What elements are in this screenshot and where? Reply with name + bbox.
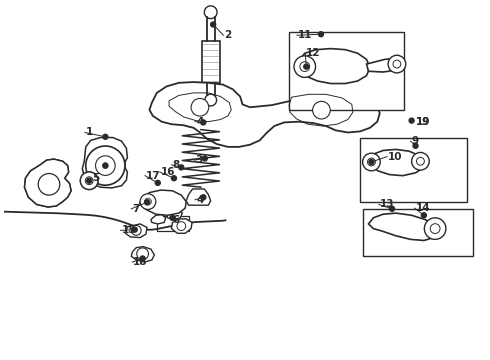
Circle shape xyxy=(140,256,145,261)
Circle shape xyxy=(145,200,149,205)
Circle shape xyxy=(409,118,414,123)
Bar xyxy=(157,216,189,231)
Circle shape xyxy=(211,22,216,27)
Circle shape xyxy=(103,134,108,139)
Circle shape xyxy=(424,218,446,239)
Polygon shape xyxy=(172,219,192,233)
Circle shape xyxy=(413,143,418,148)
Polygon shape xyxy=(167,210,182,220)
Polygon shape xyxy=(24,159,71,207)
Circle shape xyxy=(179,165,184,170)
Circle shape xyxy=(38,174,60,195)
Text: 6: 6 xyxy=(172,215,180,225)
Polygon shape xyxy=(24,159,71,207)
Circle shape xyxy=(201,120,206,125)
Text: 3: 3 xyxy=(195,155,202,165)
Polygon shape xyxy=(367,58,399,72)
Circle shape xyxy=(390,206,394,211)
Circle shape xyxy=(304,64,309,69)
Text: 14: 14 xyxy=(416,203,430,213)
Circle shape xyxy=(87,178,92,183)
Text: 19: 19 xyxy=(416,117,430,127)
Circle shape xyxy=(204,6,217,19)
Circle shape xyxy=(132,227,137,232)
Bar xyxy=(360,138,467,202)
Circle shape xyxy=(38,174,60,195)
Circle shape xyxy=(369,159,374,165)
Polygon shape xyxy=(368,149,424,176)
Text: 15: 15 xyxy=(122,225,136,235)
Polygon shape xyxy=(82,138,127,188)
Circle shape xyxy=(102,163,108,168)
Circle shape xyxy=(145,198,151,205)
Bar xyxy=(202,41,220,83)
Polygon shape xyxy=(299,49,370,84)
Text: 1: 1 xyxy=(86,127,93,138)
Circle shape xyxy=(201,195,206,200)
Circle shape xyxy=(140,194,156,210)
Circle shape xyxy=(86,146,125,185)
Circle shape xyxy=(318,32,323,37)
Polygon shape xyxy=(368,213,437,240)
Circle shape xyxy=(155,180,160,185)
Circle shape xyxy=(363,153,380,171)
Text: 11: 11 xyxy=(298,30,313,40)
Circle shape xyxy=(294,56,316,77)
Circle shape xyxy=(412,153,429,170)
Text: 2: 2 xyxy=(224,30,232,40)
Ellipse shape xyxy=(180,114,212,127)
Polygon shape xyxy=(151,215,166,224)
Polygon shape xyxy=(149,82,380,147)
Text: 8: 8 xyxy=(172,160,180,170)
Text: 9: 9 xyxy=(412,136,419,146)
Text: 16: 16 xyxy=(161,167,175,177)
Circle shape xyxy=(205,94,217,106)
Circle shape xyxy=(191,98,209,116)
Circle shape xyxy=(80,172,98,189)
Text: 7: 7 xyxy=(132,204,140,214)
Circle shape xyxy=(137,248,148,260)
Circle shape xyxy=(80,172,98,189)
Bar xyxy=(363,209,473,256)
Circle shape xyxy=(421,213,426,218)
Polygon shape xyxy=(140,190,186,215)
Polygon shape xyxy=(125,224,147,238)
Circle shape xyxy=(388,55,406,73)
Text: 5: 5 xyxy=(92,173,99,183)
Polygon shape xyxy=(131,247,154,262)
Circle shape xyxy=(170,215,175,220)
Text: 10: 10 xyxy=(388,152,403,162)
Text: 4: 4 xyxy=(196,117,203,127)
Circle shape xyxy=(86,146,125,185)
Bar xyxy=(289,32,404,110)
Text: 13: 13 xyxy=(380,199,394,210)
Text: 19: 19 xyxy=(416,117,430,127)
Circle shape xyxy=(202,156,207,161)
Circle shape xyxy=(172,176,176,181)
Text: 18: 18 xyxy=(133,257,148,267)
Circle shape xyxy=(313,101,330,119)
Polygon shape xyxy=(186,189,211,205)
Text: 12: 12 xyxy=(306,48,321,58)
Text: 17: 17 xyxy=(146,171,161,181)
Text: 4: 4 xyxy=(196,195,203,205)
